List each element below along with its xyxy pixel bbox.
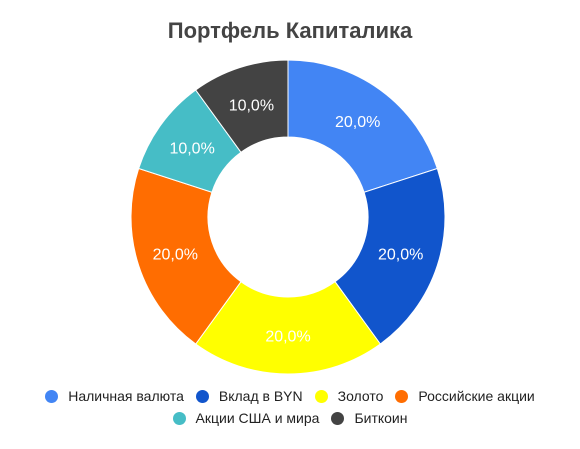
legend-label: Вклад в BYN [218,388,303,404]
slice-6 [195,59,289,153]
legend-label: Золото [337,388,384,404]
data-label-3: 20,0% [265,329,310,346]
chart-title: Портфель Капиталика [167,18,413,43]
data-label-1: 20,0% [335,114,380,131]
legend-label: Российские акции [418,388,535,404]
legend-swatch [395,389,409,403]
legend-swatch [45,389,59,403]
legend-item-2: Вклад в BYN [195,388,303,404]
slice-2 [334,167,446,345]
slice-4 [130,167,242,345]
legend-label: Наличная валюта [68,388,184,404]
data-label-6: 10,0% [229,97,274,114]
legend-row-1: Наличная валюта Вклад в BYN Золото Российск… [0,388,580,406]
data-label-5: 10,0% [169,140,214,157]
legend-item-4: Российские акции [395,388,535,404]
legend-item-3: Золото [314,388,384,404]
legend-item-1: Наличная валюта [45,388,184,404]
slice-3 [195,281,381,375]
data-label-2: 20,0% [378,247,423,264]
legend-label: Акции США и мира [195,410,320,426]
legend-swatch [314,389,328,403]
legend-swatch [195,389,209,403]
legend-label: Биткоин [354,410,408,426]
legend-item-5: Акции США и мира [172,410,320,426]
legend-swatch [331,411,345,425]
slice-1 [287,59,438,193]
legend-swatch [172,411,186,425]
legend-row-2: Акции США и мира Биткоин [0,410,580,428]
data-label-4: 20,0% [153,247,198,264]
legend-item-6: Биткоин [331,410,407,426]
